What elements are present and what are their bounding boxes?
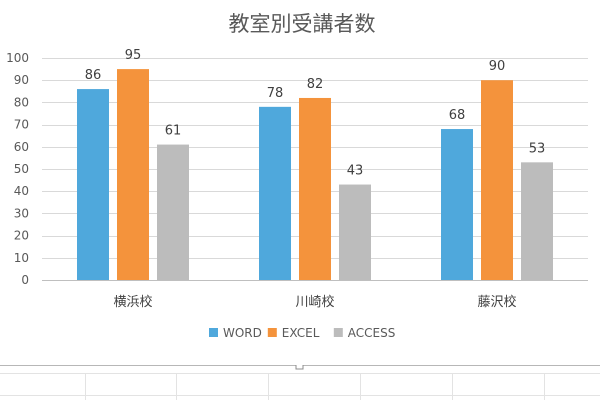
data-label: 82 [307, 77, 324, 92]
y-tick-label: 100 [6, 51, 29, 65]
spreadsheet-grid [0, 365, 600, 400]
y-tick-label: 50 [14, 162, 29, 176]
legend-label: WORD [223, 326, 262, 340]
data-label: 68 [449, 108, 466, 123]
data-label: 86 [85, 68, 102, 83]
chart-resize-handle[interactable] [295, 365, 304, 370]
y-tick-label: 10 [14, 251, 29, 265]
y-axis: 0 10 20 30 40 50 60 70 80 90 100 [6, 51, 29, 287]
legend-label: ACCESS [348, 326, 396, 340]
data-label: 95 [125, 48, 142, 63]
legend-swatch-access [333, 328, 343, 337]
bar-excel-3 [481, 80, 513, 280]
x-category-label: 川崎校 [295, 294, 334, 310]
x-axis: 横浜校 川崎校 藤沢校 [42, 280, 588, 310]
y-tick-label: 70 [14, 118, 29, 132]
data-labels: 86 95 61 78 82 43 68 90 53 [85, 48, 546, 178]
data-label: 43 [347, 164, 364, 179]
data-label: 90 [489, 59, 506, 74]
bar-excel-1 [117, 69, 149, 280]
y-tick-label: 0 [21, 273, 29, 287]
data-label: 61 [165, 124, 182, 139]
data-label: 53 [529, 141, 546, 156]
y-tick-label: 40 [14, 184, 29, 198]
bar-access-2 [339, 184, 371, 280]
chart-title: 教室別受講者数 [229, 12, 376, 36]
data-label: 78 [267, 86, 284, 101]
bar-word-2 [259, 106, 291, 280]
legend: WORD EXCEL ACCESS [209, 326, 395, 340]
chart-area[interactable]: 教室別受講者数 0 10 20 30 40 50 60 70 80 90 100 86 95 61 78 8… [0, 0, 600, 365]
y-tick-label: 20 [14, 229, 29, 243]
y-tick-label: 80 [14, 95, 29, 109]
y-tick-label: 90 [14, 73, 29, 87]
legend-label: EXCEL [282, 326, 320, 340]
y-tick-label: 60 [14, 140, 29, 154]
x-category-label: 横浜校 [113, 294, 152, 310]
x-category-label: 藤沢校 [477, 294, 516, 310]
y-tick-label: 30 [14, 206, 29, 220]
bar-word-1 [77, 89, 109, 280]
bar-excel-2 [299, 97, 331, 281]
bars [77, 69, 553, 281]
bar-access-1 [157, 144, 189, 280]
legend-swatch-word [209, 328, 218, 337]
bar-access-3 [521, 162, 553, 280]
legend-swatch-excel [267, 328, 277, 337]
bar-word-3 [441, 129, 473, 280]
